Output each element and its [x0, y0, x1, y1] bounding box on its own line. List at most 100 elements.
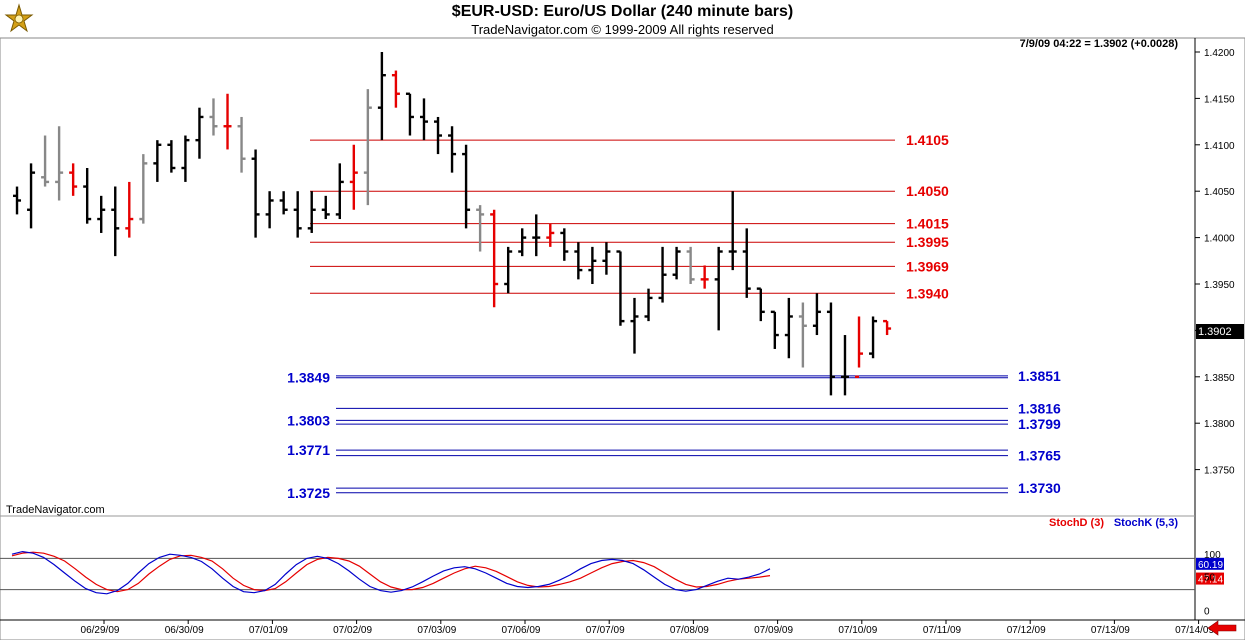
ohlc-bar: [602, 242, 611, 275]
price-tick-label: 1.4200: [1204, 48, 1235, 59]
legend-stochk: StochK (5,3): [1114, 517, 1179, 529]
ohlc-bar: [153, 140, 162, 182]
support-label-right: 1.3765: [1018, 448, 1061, 464]
ohlc-bar: [504, 246, 513, 294]
support-label-left: 1.3803: [287, 412, 330, 428]
stoch-tick-label: 0: [1204, 606, 1210, 617]
price-tick-label: 1.4050: [1204, 187, 1235, 198]
scroll-left-arrow-icon[interactable]: [1207, 620, 1237, 636]
ohlc-bar: [826, 302, 835, 396]
ohlc-bar: [616, 250, 625, 326]
date-tick-label: 07/10/09: [838, 625, 877, 636]
ohlc-bar: [644, 288, 653, 322]
ohlc-bar: [686, 246, 695, 284]
date-tick-label: 07/11/09: [923, 625, 962, 636]
stoch-series-line: [11, 550, 771, 595]
resistance-label: 1.3940: [906, 285, 949, 301]
ohlc-bar: [349, 144, 358, 210]
ohlc-bar: [139, 154, 148, 224]
resistance-label: 1.4015: [906, 216, 949, 232]
ohlc-bar: [321, 195, 330, 220]
ohlc-bar: [855, 316, 864, 378]
stoch-last-value-box: [1196, 572, 1224, 585]
ohlc-bar: [209, 98, 218, 136]
last-price-label: 1.3902: [1198, 326, 1232, 338]
ohlc-bar: [883, 319, 892, 336]
ohlc-bar: [167, 140, 176, 173]
ohlc-bar: [125, 181, 134, 238]
copyright-subtitle: TradeNavigator.com © 1999-2009 All right…: [471, 22, 774, 37]
stoch-series-line: [11, 551, 771, 593]
ohlc-bar: [546, 223, 555, 247]
ohlc-bar: [97, 195, 106, 233]
chart-header: $EUR-USD: Euro/US Dollar (240 minute bar…: [0, 0, 1245, 38]
ohlc-bar: [532, 214, 541, 257]
ohlc-bar: [784, 297, 793, 359]
ohlc-bar: [13, 186, 22, 215]
ohlc-bar: [490, 209, 499, 308]
ohlc-bar: [293, 191, 302, 238]
ohlc-bar: [69, 163, 78, 196]
quote-readout: 7/9/09 04:22 = 1.3902 (+0.0028): [1020, 38, 1179, 50]
support-label-right: 1.3730: [1018, 480, 1061, 496]
ohlc-bar: [476, 205, 485, 252]
date-tick-label: 06/30/09: [165, 625, 204, 636]
support-resistance-levels: 1.4105 1.4050 1.4015 1.3995 1.3969 1.3940 1.38…: [287, 132, 1061, 501]
ohlc-bar: [869, 316, 878, 359]
ohlc-bar: [335, 163, 344, 220]
price-tick-label: 1.4150: [1204, 94, 1235, 105]
ohlc-bar: [658, 246, 667, 303]
ohlc-bar: [560, 228, 569, 261]
legend-stochd: StochD (3): [1049, 517, 1104, 529]
date-axis: 06/29/09 06/30/09 07/01/09 07/02/09 07/03/09…: [81, 620, 1214, 636]
date-tick-label: 07/01/09: [249, 625, 288, 636]
ohlc-bar: [83, 168, 92, 224]
date-tick-label: 07/06/09: [502, 625, 541, 636]
ohlc-bar: [448, 126, 457, 173]
support-label-right: 1.3851: [1018, 368, 1061, 384]
ohlc-bar: [181, 135, 190, 182]
ohlc-bar: [251, 149, 260, 238]
support-label-left: 1.3771: [287, 442, 330, 458]
ohlc-bar: [434, 116, 443, 155]
ohlc-bar: [714, 246, 723, 331]
ohlc-bar: [419, 98, 428, 141]
ohlc-bar: [798, 302, 807, 368]
trade-navigator-logo-icon[interactable]: [2, 2, 36, 36]
ohlc-bar: [518, 228, 527, 257]
date-tick-label: 07/08/09: [670, 625, 709, 636]
support-label-right: 1.3816: [1018, 400, 1061, 416]
price-tick-label: 1.3800: [1204, 419, 1235, 430]
chart-title: $EUR-USD: Euro/US Dollar (240 minute bar…: [451, 3, 794, 20]
ohlc-bar: [27, 163, 36, 229]
date-tick-label: 07/02/09: [333, 625, 372, 636]
stoch-last-value-box: [1196, 557, 1224, 570]
chart-frame: [0, 37, 1245, 640]
date-tick-label: 07/14/09: [1175, 625, 1214, 636]
stoch-last-value-label: 60.19: [1198, 560, 1223, 571]
ohlc-bar: [756, 287, 765, 322]
ohlc-bar: [770, 310, 779, 349]
ohlc-bar: [391, 70, 400, 108]
date-tick-label: 07/07/09: [586, 625, 625, 636]
stoch-tick-label: 50: [1204, 573, 1216, 584]
support-label-right: 1.3799: [1018, 416, 1061, 432]
stoch-tick-label: 100: [1204, 550, 1221, 561]
ohlc-bars: [13, 52, 892, 396]
price-tick-label: 1.3850: [1204, 373, 1235, 384]
ohlc-bar: [265, 191, 274, 229]
resistance-label: 1.4105: [906, 132, 949, 148]
ohlc-bar: [307, 191, 316, 233]
support-label-left: 1.3725: [287, 485, 330, 501]
ohlc-bar: [195, 107, 204, 159]
ohlc-bar: [840, 335, 849, 396]
ohlc-bar: [812, 293, 821, 336]
ohlc-bar: [588, 246, 597, 284]
ohlc-bar: [700, 265, 709, 289]
price-axis: 1.4200 1.4150 1.4100 1.4050 1.4000 1.3950 1.39…: [1195, 48, 1235, 477]
ohlc-bar: [55, 126, 64, 201]
date-tick-label: 06/29/09: [81, 625, 120, 636]
ohlc-bar: [363, 89, 372, 206]
stochastic-axis: 100 50 0: [1204, 550, 1221, 617]
